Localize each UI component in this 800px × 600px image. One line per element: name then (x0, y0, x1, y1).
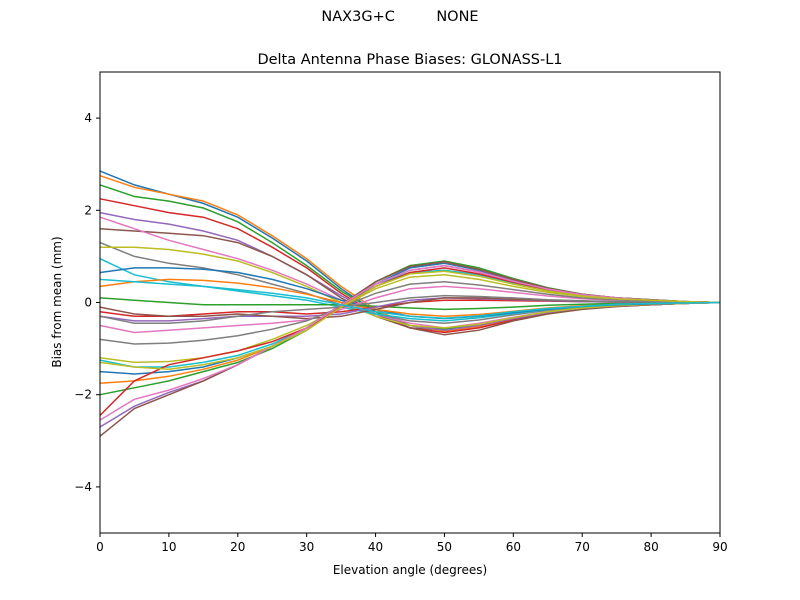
y-tick-label: 4 (84, 111, 92, 125)
y-tick-label: −2 (74, 388, 92, 402)
y-tick-label: −4 (74, 480, 92, 494)
figure-suptitle: NAX3G+C NONE (321, 9, 479, 25)
y-tick-label: 0 (84, 296, 92, 310)
series-line-11 (99, 267, 721, 320)
series-line-29 (99, 270, 721, 371)
series-line-8 (99, 241, 721, 324)
x-tick-label: 40 (368, 540, 383, 554)
x-tick-label: 30 (299, 540, 314, 554)
series-lines (99, 170, 721, 437)
y-tick-label: 2 (84, 203, 92, 217)
series-line-18 (99, 281, 721, 345)
x-axis-label: Elevation angle (degrees) (333, 563, 487, 577)
x-tick-label: 20 (230, 540, 245, 554)
series-line-27 (99, 264, 721, 421)
y-axis-ticks: −4 −2 0 2 4 (74, 111, 100, 494)
x-tick-label: 60 (506, 540, 521, 554)
series-line-25 (99, 264, 721, 428)
series-line-5 (99, 211, 721, 331)
x-tick-label: 10 (161, 540, 176, 554)
series-line-13 (99, 297, 720, 311)
series-line-28 (99, 294, 720, 324)
y-axis-label: Bias from mean (mm) (50, 236, 64, 367)
series-line-30 (99, 278, 721, 319)
x-tick-label: 90 (712, 540, 727, 554)
x-axis-ticks: 0 10 20 30 40 50 60 70 80 90 (96, 533, 728, 554)
series-line-6 (99, 227, 721, 336)
x-tick-label: 50 (437, 540, 452, 554)
x-tick-label: 70 (575, 540, 590, 554)
x-tick-label: 80 (643, 540, 658, 554)
x-tick-label: 0 (96, 540, 104, 554)
series-line-9 (100, 246, 721, 329)
chart-title: Delta Antenna Phase Biases: GLONASS-L1 (257, 52, 562, 68)
